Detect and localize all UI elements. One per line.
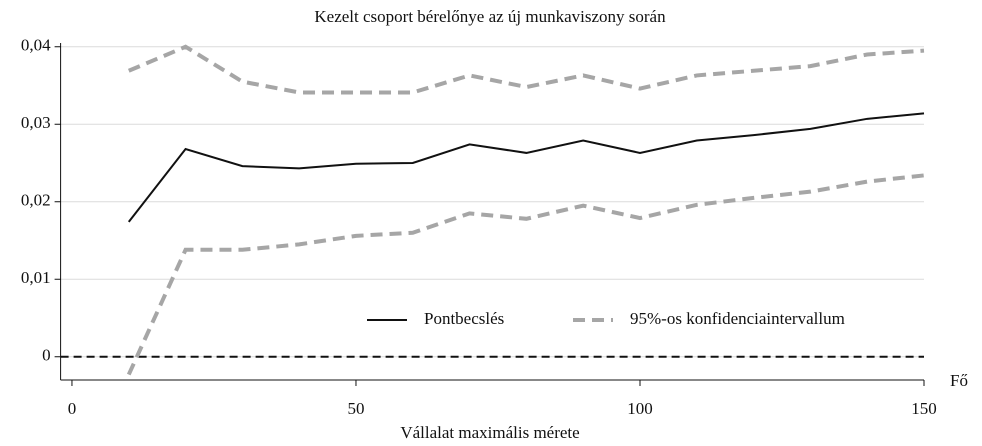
- y-tick-label: 0,01: [21, 268, 51, 287]
- x-tick-label: 0: [68, 399, 77, 418]
- chart-title: Kezelt csoport bérelőnye az új munkavisz…: [314, 7, 666, 26]
- legend-label: 95%-os konfidenciaintervallum: [630, 309, 845, 328]
- y-tick-label: 0,03: [21, 113, 51, 132]
- y-tick-label: 0,04: [21, 36, 51, 55]
- x-tick-label: 50: [347, 399, 364, 418]
- series-line: [127, 112, 925, 223]
- x-tick-label: 150: [911, 399, 937, 418]
- y-tick-label: 0: [42, 346, 51, 365]
- x-tick-label: 100: [627, 399, 653, 418]
- series-line: [126, 173, 925, 376]
- series-line: [127, 44, 925, 95]
- legend-label: Pontbecslés: [424, 309, 504, 328]
- x-axis-unit: Fő: [950, 371, 968, 390]
- y-tick-label: 0,02: [21, 191, 51, 210]
- x-axis-label: Vállalat maximális mérete: [400, 423, 579, 442]
